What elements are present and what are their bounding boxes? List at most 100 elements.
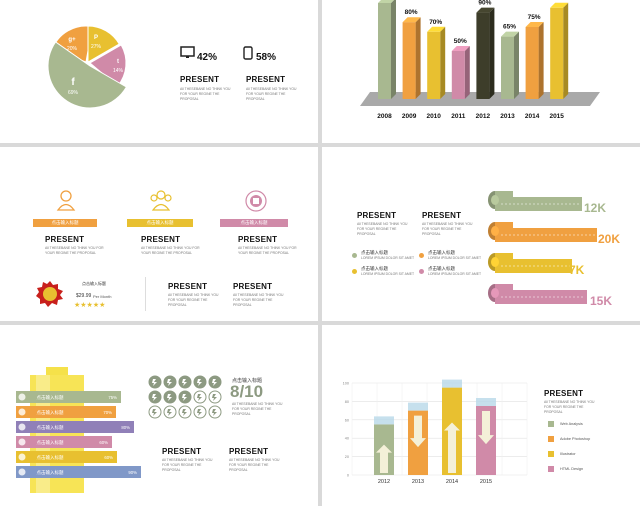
bar-2009 (402, 22, 416, 100)
col-1-item-1-sub: LOREM IPSUM DOLOR SIT AMET (361, 256, 415, 260)
legend-swatch (548, 436, 554, 442)
pie-value-label: 14% (113, 68, 124, 74)
card-2-body: All THESEBANE NO THINK YOU FOR YOUR REGI… (141, 246, 200, 255)
legend-swatch (548, 466, 554, 472)
col-1-item-2-title: 点击输入标题 (361, 266, 388, 271)
bolt-icon (167, 394, 172, 401)
ribbon-top (495, 253, 513, 259)
bolt-icon (212, 379, 217, 386)
x-tick-label: 2009 (402, 113, 417, 120)
col-1-body: All THESEBANE NO THINK YOU FOR YOUR REGI… (357, 222, 408, 236)
bar-side (538, 22, 544, 99)
bar-value-label: 50% (454, 38, 467, 45)
score-icon (163, 405, 177, 419)
ribbon-top (495, 284, 513, 290)
bar-2010 (427, 31, 441, 99)
y-tick-label: 0 (347, 474, 349, 478)
slide-3: 点击输入标题 点击输入标题 点击输入标题 PRESENT All THESEBA… (0, 147, 318, 321)
phone-icon (243, 46, 253, 60)
score-icon (208, 405, 222, 419)
bar-icon (18, 453, 26, 461)
battery-bar-1 (16, 391, 121, 403)
ribbon-value-4: 15K (590, 294, 613, 308)
pie-value-label: 69% (68, 90, 79, 96)
icon-grid (148, 375, 222, 419)
pie-value-label: 20% (67, 46, 78, 52)
bar-top (402, 17, 421, 23)
bar-2012 (476, 12, 490, 100)
score-icon (178, 405, 192, 419)
col-2-body: All THESEBANE NO THINK YOU FOR YOUR REGI… (422, 222, 473, 236)
bolt-icon (152, 379, 157, 386)
bar-value-label: 80% (405, 9, 418, 16)
x-tick-label: 2010 (426, 113, 441, 120)
arrow-down-icon (478, 411, 494, 445)
bar-top (501, 31, 519, 37)
col-2-item-2-sub: LOREM IPSUM DOLOR SIT AMET (428, 272, 482, 276)
bottom-1-heading: PRESENT (168, 282, 208, 291)
bar-icon (18, 468, 26, 476)
card-1-heading: PRESENT (45, 235, 85, 244)
bolt-icon (197, 379, 202, 386)
pie-slice (47, 41, 128, 109)
bar-chart-arrows: 0 20 40 60 80 100 2012 2013 2014 2015 (343, 379, 528, 485)
battery-bar-4 (16, 436, 112, 448)
bottom-2-body: All THESEBANE NO THINK YOU FOR YOUR REGI… (233, 293, 284, 307)
bar-top (550, 2, 569, 8)
badge-title: 点击输入标题 (82, 281, 106, 286)
bullet-dot (352, 253, 357, 258)
battery-bar-pct: 60% (104, 455, 113, 460)
ribbon-core (491, 226, 499, 236)
y-tick-label: 80 (345, 400, 349, 404)
slide6-body: All THESEBANE NO THINK YOU FOR YOUR REGI… (544, 400, 595, 414)
bar-icon (18, 423, 26, 431)
bar-side (391, 0, 396, 99)
bar-icon (18, 438, 26, 446)
battery-cap (46, 367, 68, 377)
battery-bar-pct: 60% (99, 440, 108, 445)
card-3-body: All THESEBANE NO THINK YOU FOR YOUR REGI… (238, 246, 297, 255)
battery-bar-2 (16, 406, 116, 418)
arrow-up-icon (444, 422, 460, 473)
bolt-icon (182, 394, 187, 401)
bar-side (464, 46, 470, 99)
bar-value-label: 95% (552, 0, 565, 2)
arrow-down-icon (410, 415, 426, 448)
col-2-item-1-sub: LOREM IPSUM DOLOR SIT AMET (428, 256, 482, 260)
score-title: 点击输入标题 (232, 378, 263, 384)
bolt-icon (182, 409, 187, 416)
person-icon (56, 190, 76, 211)
bar-side (489, 7, 495, 100)
battery-bar-pct: 70% (103, 410, 112, 415)
battery-bar-label: 点击输入标题 (37, 424, 64, 431)
battery-bar-5 (16, 451, 117, 463)
bolt-icon (212, 409, 217, 416)
badge-icon (36, 281, 63, 307)
bar-side (440, 26, 446, 99)
stat-1-heading: PRESENT (180, 75, 220, 84)
score-icon (193, 390, 207, 404)
bullet-dot (352, 269, 357, 274)
bar-icon (18, 408, 26, 416)
target-icon (245, 190, 267, 212)
battery-bar-label: 点击输入标题 (37, 394, 64, 401)
pie-icon-label: t (117, 59, 119, 65)
stat-1-value: 42% (197, 52, 218, 63)
y-tick-label: 60 (345, 418, 349, 422)
bolt-icon (197, 394, 202, 401)
col-2-item-1-title: 点击输入标题 (428, 250, 455, 255)
x-tick-label: 2014 (446, 479, 458, 485)
col-1-item-2-sub: LOREM IPSUM DOLOR SIT AMET (361, 272, 415, 276)
ribbon-value-1: 12K (584, 201, 607, 215)
stat-2-heading: PRESENT (246, 75, 286, 84)
ribbon-top (495, 222, 513, 228)
bar-icon (18, 393, 26, 401)
x-tick-label: 2014 (525, 113, 540, 120)
pie-icon-label: g+ (68, 37, 76, 43)
card-1-body: All THESEBANE NO THINK YOU FOR YOUR REGI… (45, 246, 104, 255)
ribbon-top (495, 191, 513, 197)
pie-slice (87, 25, 120, 63)
x-tick-label: 2012 (476, 113, 491, 120)
y-tick-label: 100 (343, 382, 349, 386)
bar-2008 (378, 3, 391, 99)
